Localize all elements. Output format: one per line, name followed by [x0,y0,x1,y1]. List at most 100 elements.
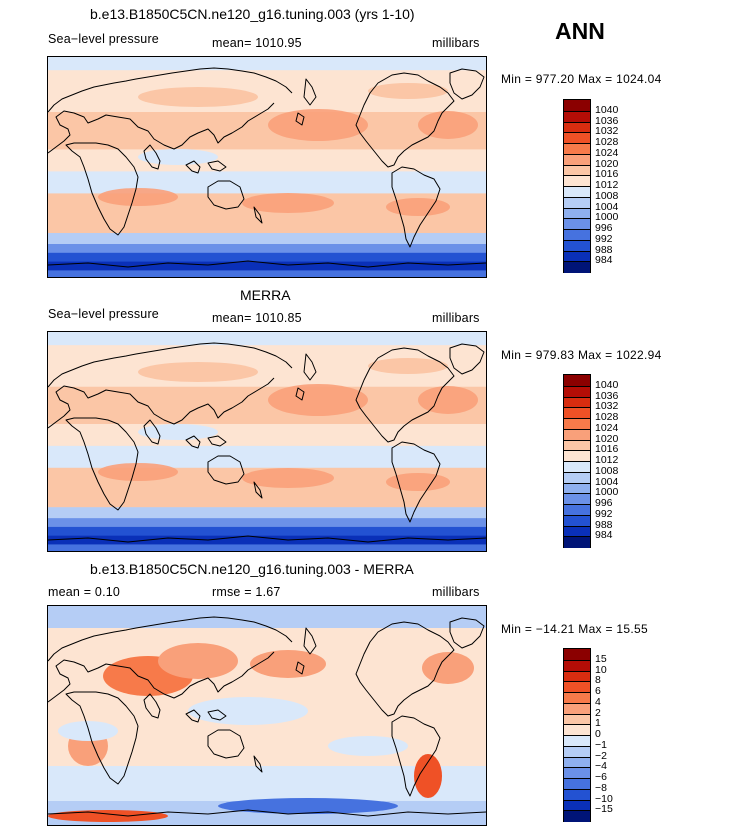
colorbar-swatch [564,670,590,683]
colorbar-tick-label: 996 [595,497,613,509]
panel-title-obs: MERRA [240,287,291,303]
colorbar-diff [563,648,591,822]
minmax-model: Min = 977.20 Max = 1024.04 [501,72,662,86]
colorbar-tick-label: −10 [595,792,613,805]
panel-units-diff: millibars [432,585,480,599]
colorbar-swatch [564,110,590,123]
colorbar-swatch [564,132,590,144]
colorbar-tick-label: 10 [595,663,607,676]
colorbar-swatch [564,493,590,505]
colorbar-tick-label: 6 [595,685,601,697]
panel-title-diff: b.e13.B1850C5CN.ne120_g16.tuning.003 - M… [90,561,414,577]
colorbar-tick-label: 1016 [595,168,619,181]
colorbar-tick-label: 0 [595,728,601,740]
colorbar-swatch [564,681,590,693]
colorbar-swatch [564,799,590,812]
colorbar-swatch [564,385,590,398]
season-label: ANN [555,18,605,44]
colorbar-swatch [564,482,590,495]
colorbar-tick-label: 988 [595,243,613,256]
panel-left-label-model: Sea−level pressure [48,32,159,46]
colorbar-tick-label: 1012 [595,179,619,191]
colorbar-swatch [564,767,590,779]
colorbar-swatch [564,659,590,672]
colorbar-swatch [564,407,590,419]
colorbar-tick-label: 1000 [595,486,619,499]
colorbar-swatch [564,375,590,387]
colorbar-swatch [564,218,590,230]
colorbar-swatch [564,788,590,801]
colorbar-tick-label: 1016 [595,443,619,456]
colorbar-swatch [564,196,590,209]
colorbar-swatch [564,418,590,430]
colorbar-tick-label: 992 [595,232,613,245]
colorbar-tick-label: −2 [595,749,607,762]
colorbar-swatch [564,207,590,220]
colorbar-swatch [564,713,590,726]
colorbar-swatch [564,186,590,198]
colorbar-tick-label: 1040 [595,103,619,116]
minmax-diff: Min = −14.21 Max = 15.55 [501,622,648,636]
panel-center-label-model: mean= 1010.95 [212,36,302,50]
colorbar-swatch [564,745,590,758]
colorbar-swatch [564,153,590,166]
colorbar-swatch [564,450,590,462]
colorbar-tick-label: 988 [595,518,613,531]
colorbar-tick-label: 15 [595,652,607,665]
colorbar-swatch [564,692,590,704]
colorbar-tick-label: 992 [595,507,613,520]
colorbar-swatch [564,239,590,252]
colorbar-swatch [564,514,590,527]
colorbar-swatch [564,250,590,263]
panel-units-model: millibars [432,36,480,50]
panel-left-label-obs: Sea−level pressure [48,307,159,321]
colorbar-swatch [564,229,590,241]
colorbar-swatch [564,504,590,516]
colorbar-swatch [564,471,590,484]
colorbar-swatch [564,121,590,134]
colorbar-tick-label: 1012 [595,454,619,466]
colorbar-tick-label: 1024 [595,421,619,434]
colorbar-tick-label: −15 [595,803,613,816]
colorbar-tick-label: 1028 [595,136,619,148]
colorbar-tick-label: 1040 [595,378,619,391]
colorbar-tick-label: 1000 [595,211,619,224]
colorbar-swatch [564,756,590,769]
colorbar-tick-label: 1020 [595,157,619,170]
colorbar-swatch [564,164,590,177]
colorbar-tick-label: −1 [595,738,607,751]
colorbar-swatch [564,649,590,661]
colorbar-tick-label: 8 [595,674,601,687]
colorbar-tick-label: 1036 [595,114,619,127]
colorbar-swatch [564,724,590,736]
minmax-obs: Min = 979.83 Max = 1022.94 [501,348,662,362]
colorbar-swatch [564,525,590,538]
colorbar-tick-label: −4 [595,760,607,773]
colorbar-tick-label: 1024 [595,146,619,159]
colorbar-swatch [564,735,590,747]
colorbar-tick-label: 1032 [595,125,619,138]
panel-left-label-diff: mean = 0.10 [48,585,121,599]
colorbar-swatch [564,396,590,409]
colorbar-swatch [564,261,590,273]
colorbar-tick-label: 1004 [595,475,619,488]
colorbar-tick-label: 1020 [595,432,619,445]
panel-center-label-obs: mean= 1010.85 [212,311,302,325]
colorbar-tick-label: 4 [595,695,601,708]
colorbar-swatch [564,778,590,790]
colorbar-tick-label: 984 [595,254,613,267]
colorbar-tick-label: −6 [595,771,607,783]
map-obs [47,331,487,552]
colorbar-swatch [564,100,590,112]
colorbar-tick-label: 1028 [595,411,619,423]
colorbar-tick-label: 1036 [595,389,619,402]
colorbar-swatch [564,439,590,452]
colorbar-swatch [564,461,590,473]
panel-center-label-diff: rmse = 1.67 [212,585,281,599]
colorbar-swatch [564,175,590,187]
colorbar-swatch [564,428,590,441]
colorbar-tick-label: 1008 [595,464,619,477]
colorbar-tick-label: 984 [595,529,613,542]
panel-title-model: b.e13.B1850C5CN.ne120_g16.tuning.003 (yr… [90,6,415,22]
map-diff [47,605,487,826]
